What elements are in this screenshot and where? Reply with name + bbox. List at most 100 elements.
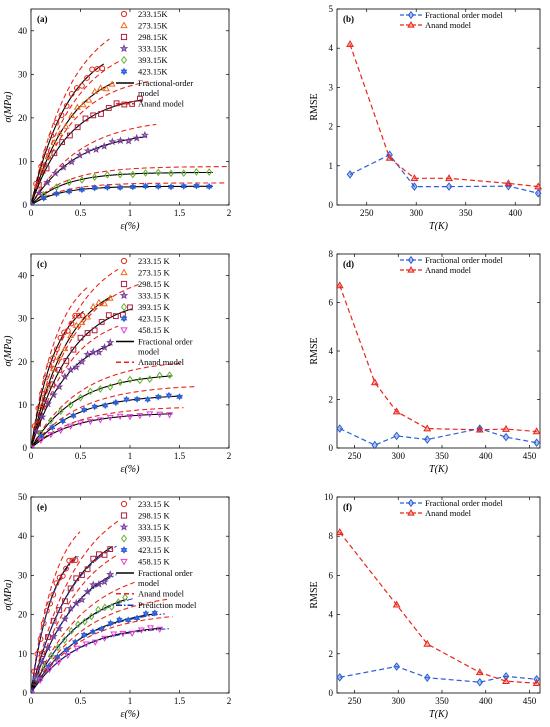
data-point <box>106 338 115 346</box>
data-point <box>116 183 124 192</box>
data-point <box>59 417 66 425</box>
data-point <box>476 677 484 687</box>
data-point <box>125 616 132 624</box>
marker-part <box>167 185 175 191</box>
y-tick-label: 40 <box>18 271 28 281</box>
data-point <box>58 112 65 119</box>
data-point <box>66 365 75 374</box>
data-point <box>155 393 162 401</box>
marker-part <box>120 548 128 554</box>
marker-part <box>91 186 98 192</box>
legend-entry: 458.15 K <box>138 557 171 567</box>
data-point <box>336 424 344 433</box>
data-point <box>53 346 60 353</box>
data-point <box>43 399 53 408</box>
data-point <box>67 423 75 430</box>
data-point <box>72 362 81 371</box>
data-point <box>72 321 80 328</box>
marker-part <box>53 191 60 198</box>
marker-part <box>193 184 200 190</box>
plot-frame <box>30 496 230 694</box>
data-point <box>106 294 114 301</box>
data-point <box>98 111 104 117</box>
anand-model-line <box>31 123 157 205</box>
data-point <box>133 395 141 403</box>
data-point <box>144 395 151 404</box>
x-axis-label: ε(%) <box>121 221 141 232</box>
data-point <box>66 557 73 564</box>
data-point <box>116 616 123 624</box>
data-point <box>43 643 53 652</box>
anand-model-line <box>31 286 88 448</box>
data-point <box>64 652 72 660</box>
data-point <box>475 668 484 676</box>
plot-area <box>31 520 173 693</box>
data-point <box>89 302 97 310</box>
legend-entry: Prediction model <box>138 600 197 610</box>
marker-part <box>142 184 149 190</box>
legend-entry: Fractional order <box>138 568 193 578</box>
y-tick-label: 20 <box>18 113 28 123</box>
data-point <box>77 334 84 341</box>
data-point <box>49 390 58 399</box>
marker-part <box>133 397 141 403</box>
data-point <box>66 604 75 612</box>
data-point <box>44 607 50 614</box>
data-point <box>50 365 58 372</box>
legend-entry: 273.15K <box>138 21 168 31</box>
data-point <box>89 580 98 589</box>
data-point <box>66 187 73 195</box>
legend-entry: 393.15 K <box>138 534 171 544</box>
data-point <box>37 437 45 445</box>
panel-label: (e) <box>37 502 47 512</box>
marker-part <box>116 185 124 192</box>
data-point <box>79 82 85 89</box>
legend-entry: Anand model <box>425 265 472 275</box>
data-point <box>156 371 163 380</box>
x-tick-label: 350 <box>435 451 449 461</box>
marker-part <box>165 393 173 400</box>
data-point <box>82 115 89 122</box>
data-point <box>80 631 88 639</box>
legend-marker <box>407 265 415 273</box>
data-point <box>75 312 82 319</box>
data-point <box>72 312 79 319</box>
data-point <box>70 346 77 353</box>
anand-model-line <box>31 598 168 693</box>
data-point <box>423 435 431 444</box>
data-point <box>81 617 88 626</box>
data-point <box>502 677 510 684</box>
legend-marker <box>120 21 128 29</box>
x-tick-label: 2 <box>227 208 232 218</box>
data-point <box>142 169 149 177</box>
y-tick-label: 4 <box>329 346 334 356</box>
data-point <box>167 183 175 191</box>
anand-model-line <box>31 80 151 205</box>
legend-marker <box>119 522 129 531</box>
data-point <box>43 178 52 186</box>
data-point <box>86 418 94 426</box>
anand-model-line <box>31 283 141 448</box>
x-tick-label: 250 <box>348 696 362 706</box>
data-point <box>385 153 394 161</box>
data-point <box>80 406 88 414</box>
legend-marker <box>120 280 128 288</box>
x-tick-label: 0 <box>29 451 34 461</box>
data-point <box>101 635 109 642</box>
data-point <box>122 593 128 602</box>
legend-marker <box>120 268 128 276</box>
x-tick-label: 0.5 <box>75 208 87 218</box>
panel-b: 250 300 350 400 0 1 2 3 4 5 T(K) RMSE (b) Fractional … <box>309 4 543 232</box>
data-point <box>502 432 510 442</box>
data-point <box>66 178 73 187</box>
data-point <box>475 425 484 433</box>
x-tick-label: 300 <box>392 451 406 461</box>
data-point <box>423 673 431 683</box>
legend-marker <box>120 534 128 543</box>
data-point <box>82 641 90 648</box>
anand-model-line <box>31 182 227 205</box>
legend-entry: 393.15 K <box>138 302 171 312</box>
data-point <box>107 383 114 391</box>
legend-entry: Anand model <box>138 99 185 109</box>
